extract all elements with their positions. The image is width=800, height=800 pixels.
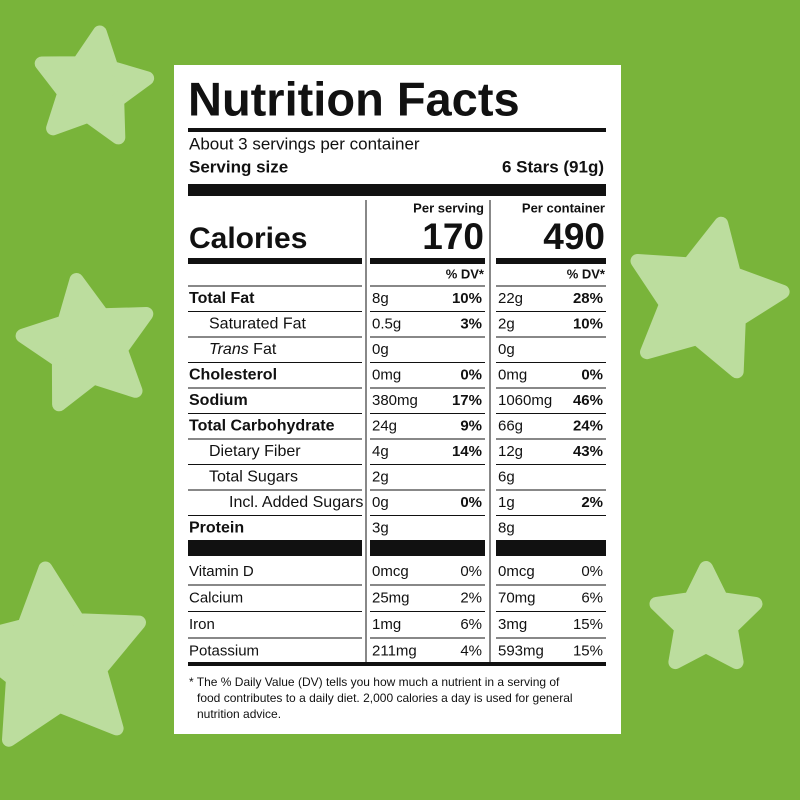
dv-header: % DV* — [567, 266, 606, 281]
star — [649, 561, 763, 670]
star — [15, 273, 154, 412]
star — [0, 561, 146, 747]
daily-value: 10% — [452, 290, 482, 307]
daily-value: 6% — [581, 589, 603, 606]
star — [34, 25, 155, 145]
amount: 25mg — [372, 589, 410, 606]
amount: 593mg — [498, 642, 544, 659]
daily-value: 9% — [460, 417, 482, 434]
nutrient-name-italic: Trans — [209, 341, 249, 358]
column-header: Per container — [522, 200, 605, 215]
amount: 1g — [498, 494, 515, 511]
daily-value: 10% — [573, 315, 603, 332]
daily-value: 15% — [573, 616, 603, 633]
amount: 1mg — [372, 616, 401, 633]
daily-value: 46% — [573, 392, 603, 409]
amount: 2g — [372, 468, 389, 485]
amount: 6g — [498, 468, 515, 485]
vitamin-name: Iron — [189, 616, 215, 633]
rule — [188, 128, 606, 132]
footnote-line: nutrition advice. — [197, 707, 281, 721]
nutrient-name: Trans Fat — [209, 341, 277, 358]
amount: 1060mg — [498, 392, 552, 409]
star — [630, 216, 790, 379]
amount: 3mg — [498, 616, 527, 633]
amount: 70mg — [498, 589, 536, 606]
daily-value: 0% — [460, 563, 482, 580]
serving-size-label: Serving size — [189, 157, 288, 176]
daily-value: 0% — [581, 563, 603, 580]
nutrient-name: Dietary Fiber — [209, 443, 301, 460]
servings: About 3 servings per container — [189, 134, 420, 153]
footnote-line: * The % Daily Value (DV) tells you how m… — [189, 675, 560, 689]
daily-value: 15% — [573, 642, 603, 659]
column-header: Per serving — [413, 200, 484, 215]
calories-value: 170 — [422, 216, 484, 257]
label-panel — [174, 65, 621, 734]
amount: 8g — [372, 290, 389, 307]
amount: 4g — [372, 443, 389, 460]
daily-value: 6% — [460, 616, 482, 633]
nutrient-name: Incl. Added Sugars — [229, 494, 363, 511]
daily-value: 2% — [460, 589, 482, 606]
nutrient-name: Total Carbohydrate — [189, 418, 335, 435]
amount: 0mg — [498, 366, 527, 383]
serving-size-value: 6 Stars (91g) — [502, 157, 604, 176]
amount: 380mg — [372, 392, 418, 409]
calories-label: Calories — [189, 222, 307, 255]
daily-value: 17% — [452, 392, 482, 409]
amount: 0g — [498, 341, 515, 358]
thick-rule — [496, 540, 606, 556]
amount: 0.5g — [372, 315, 401, 332]
daily-value: 4% — [460, 642, 482, 659]
daily-value: 43% — [573, 443, 603, 460]
daily-value: 0% — [460, 494, 482, 511]
amount: 66g — [498, 417, 523, 434]
daily-value: 0% — [460, 366, 482, 383]
nutrient-name: Sodium — [189, 392, 248, 409]
thick-rule — [188, 540, 362, 556]
amount: 22g — [498, 290, 523, 307]
dv-header: % DV* — [446, 266, 485, 281]
nutrient-name: Saturated Fat — [209, 316, 307, 333]
vitamin-name: Vitamin D — [189, 563, 254, 580]
nutrient-name: Protein — [189, 520, 244, 537]
thick-rule — [370, 540, 485, 556]
daily-value: 3% — [460, 315, 482, 332]
amount: 0g — [372, 494, 389, 511]
amount: 0mcg — [498, 563, 535, 580]
daily-value: 24% — [573, 417, 603, 434]
title: Nutrition Facts — [188, 72, 520, 125]
thick-rule — [188, 184, 606, 196]
amount: 24g — [372, 417, 397, 434]
nutrient-name: Cholesterol — [189, 367, 277, 384]
amount: 2g — [498, 315, 515, 332]
amount: 12g — [498, 443, 523, 460]
rule — [188, 662, 606, 666]
daily-value: 14% — [452, 443, 482, 460]
daily-value: 28% — [573, 290, 603, 307]
rule — [496, 258, 606, 264]
amount: 0g — [372, 341, 389, 358]
vitamin-name: Potassium — [189, 642, 259, 659]
daily-value: 0% — [581, 366, 603, 383]
amount: 8g — [498, 519, 515, 536]
amount: 211mg — [372, 642, 417, 659]
daily-value: 2% — [581, 494, 603, 511]
amount: 3g — [372, 519, 389, 536]
rule — [370, 258, 485, 264]
calories-value: 490 — [543, 216, 605, 257]
nutrient-name: Total Sugars — [209, 469, 298, 486]
amount: 0mg — [372, 366, 401, 383]
amount: 0mcg — [372, 563, 409, 580]
star-decorations — [0, 25, 790, 747]
nutrient-name: Total Fat — [189, 290, 255, 307]
rule — [188, 258, 362, 264]
nutrient-name-rest: Fat — [253, 341, 277, 358]
vitamin-name: Calcium — [189, 589, 243, 606]
footnote-line: food contributes to a daily diet. 2,000 … — [197, 691, 573, 705]
